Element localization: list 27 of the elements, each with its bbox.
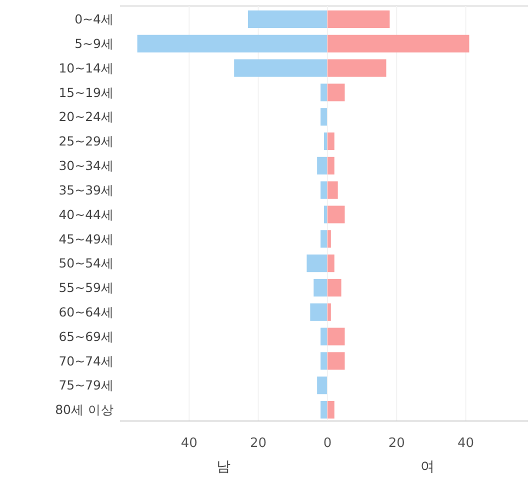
- y-tick-label: 60~64세: [58, 304, 114, 320]
- x-tick-label: 40: [180, 436, 198, 451]
- y-tick-label: 0~4세: [74, 12, 114, 27]
- bar: [317, 376, 328, 394]
- x-axis-title: 여: [420, 459, 435, 475]
- y-tick-label: 15~19세: [58, 84, 114, 100]
- y-tick-label: 10~14세: [58, 60, 114, 76]
- y-tick-label: 65~69세: [58, 328, 114, 344]
- y-tick-label: 80세 이상: [55, 402, 114, 418]
- y-tick-label: 70~74세: [58, 353, 114, 368]
- y-tick-label: 50~54세: [58, 256, 114, 271]
- x-axis-title: 남: [216, 459, 231, 475]
- y-tick-label: 45~49세: [58, 231, 114, 246]
- bar: [327, 303, 331, 321]
- y-tick-label: 75~79세: [58, 378, 114, 393]
- x-tick-label: 40: [457, 436, 474, 451]
- y-tick-label: 35~39세: [58, 182, 114, 198]
- y-tick-label: 55~59세: [58, 280, 114, 296]
- y-tick-label: 5~9세: [74, 36, 114, 52]
- x-tick-label: 0: [323, 436, 332, 451]
- y-tick-label: 30~34세: [58, 158, 114, 174]
- y-tick-label: 20~24세: [58, 109, 114, 124]
- x-tick-label: 20: [250, 436, 267, 451]
- y-tick-label: 40~44세: [58, 206, 114, 222]
- x-tick-label: 20: [388, 436, 405, 451]
- y-tick-label: 25~29세: [58, 134, 114, 149]
- bar: [320, 108, 328, 126]
